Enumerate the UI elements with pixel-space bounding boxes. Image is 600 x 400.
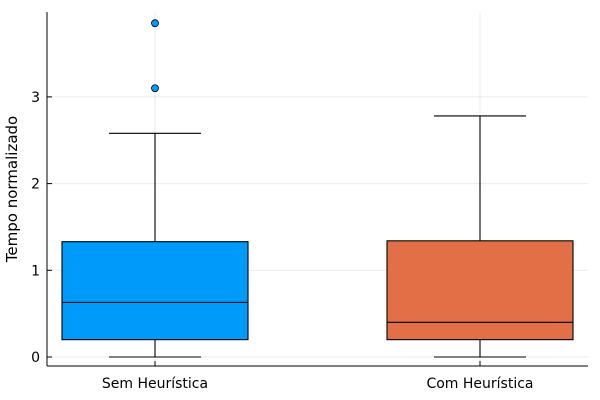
outlier-point bbox=[151, 19, 159, 28]
outlier-point bbox=[151, 84, 159, 93]
x-tick-label: Com Heurística bbox=[426, 376, 533, 392]
x-tick-label: Sem Heurística bbox=[102, 376, 208, 392]
y-tick-label: 3 bbox=[31, 90, 40, 106]
box-body bbox=[61, 241, 249, 341]
y-axis-title: Tempo normalizado bbox=[3, 116, 21, 263]
axes-layer bbox=[46, 12, 588, 367]
y-tick-label: 0 bbox=[31, 350, 40, 366]
y-tick-label: 1 bbox=[31, 263, 40, 279]
y-tick-label: 2 bbox=[31, 177, 40, 193]
labels-layer: 0 1 2 3 Sem Heurística Com Heurística bbox=[31, 90, 533, 392]
box-body bbox=[386, 240, 574, 341]
boxes-layer bbox=[61, 19, 574, 358]
